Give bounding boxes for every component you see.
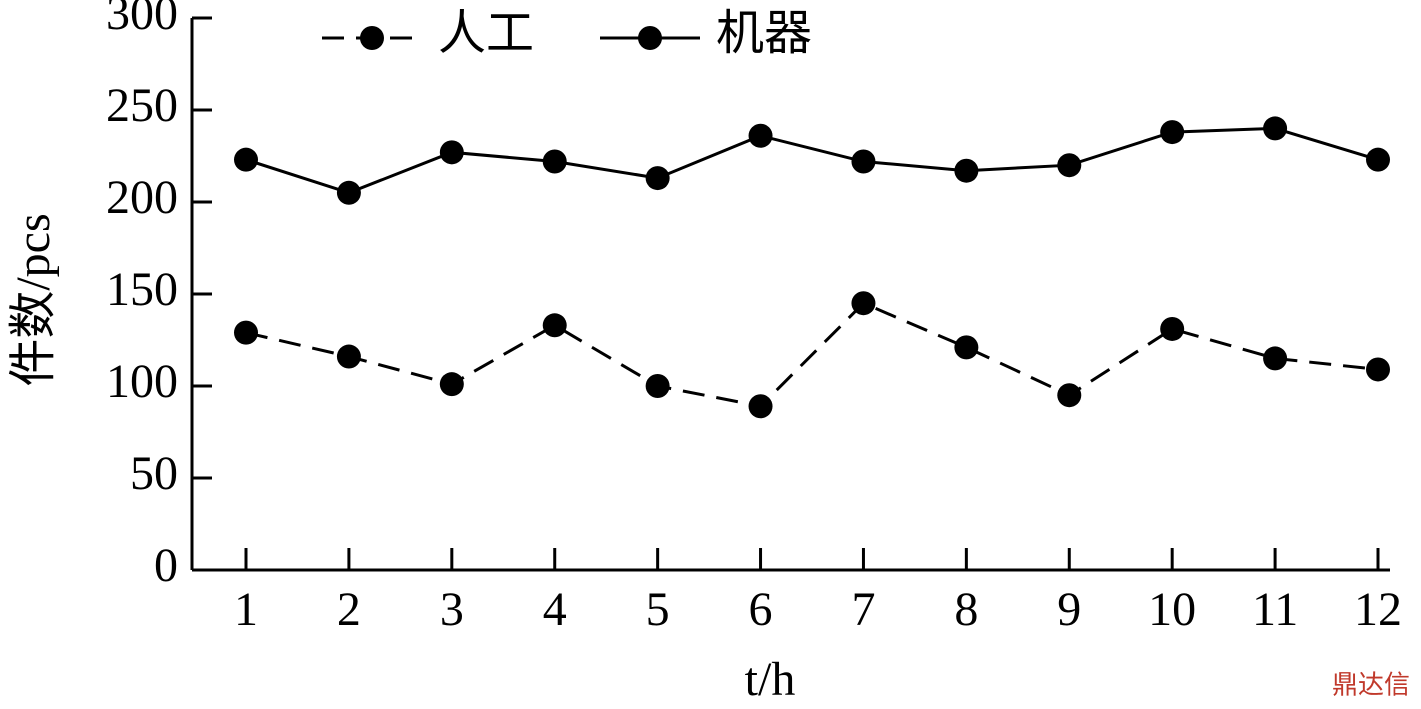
point	[1160, 120, 1185, 145]
legend-label: 人工	[438, 7, 534, 60]
legend-label: 机器	[716, 7, 812, 60]
point	[954, 335, 979, 360]
x-tick-label: 1	[234, 583, 258, 636]
point	[1160, 316, 1185, 341]
point	[1366, 147, 1390, 172]
point	[645, 166, 670, 191]
x-tick-label: 3	[440, 583, 464, 636]
point	[336, 344, 361, 369]
x-tick-label: 9	[1057, 583, 1081, 636]
legend-marker	[638, 26, 662, 50]
y-tick-label: 200	[106, 171, 178, 224]
point	[748, 123, 773, 148]
point	[954, 158, 979, 183]
y-tick-label: 100	[106, 355, 178, 408]
point	[439, 140, 464, 165]
y-tick-label: 250	[106, 79, 178, 132]
x-tick-label: 7	[851, 583, 875, 636]
point	[645, 374, 670, 398]
point	[1366, 357, 1390, 382]
y-tick-label: 0	[154, 539, 178, 592]
point	[1057, 153, 1082, 178]
x-tick-label: 6	[749, 583, 773, 636]
point	[234, 320, 258, 345]
point	[234, 147, 258, 172]
watermark: 鼎达信	[1332, 671, 1410, 701]
x-tick-label: 2	[337, 583, 361, 636]
x-tick-label: 5	[646, 583, 670, 636]
x-axis-label: t/h	[745, 653, 796, 706]
legend-marker	[360, 26, 384, 50]
y-tick-label: 300	[106, 0, 178, 40]
series-line	[245, 301, 1379, 408]
x-tick-label: 8	[954, 583, 978, 636]
y-tick-label: 150	[106, 263, 178, 316]
point	[748, 394, 773, 419]
point	[439, 372, 464, 397]
y-axis-label: 件数/pcs	[7, 213, 60, 386]
point	[542, 313, 567, 338]
x-tick-label: 11	[1252, 583, 1298, 636]
point	[851, 291, 876, 316]
y-tick-label: 50	[130, 447, 178, 500]
x-tick-label: 10	[1148, 583, 1196, 636]
point	[542, 149, 567, 174]
point	[1057, 383, 1082, 408]
series-line	[245, 126, 1379, 195]
x-tick-label: 4	[543, 583, 567, 636]
point	[851, 149, 876, 174]
point	[1263, 116, 1288, 141]
point	[336, 180, 361, 205]
point	[1263, 346, 1288, 371]
x-tick-label: 12	[1354, 583, 1402, 636]
